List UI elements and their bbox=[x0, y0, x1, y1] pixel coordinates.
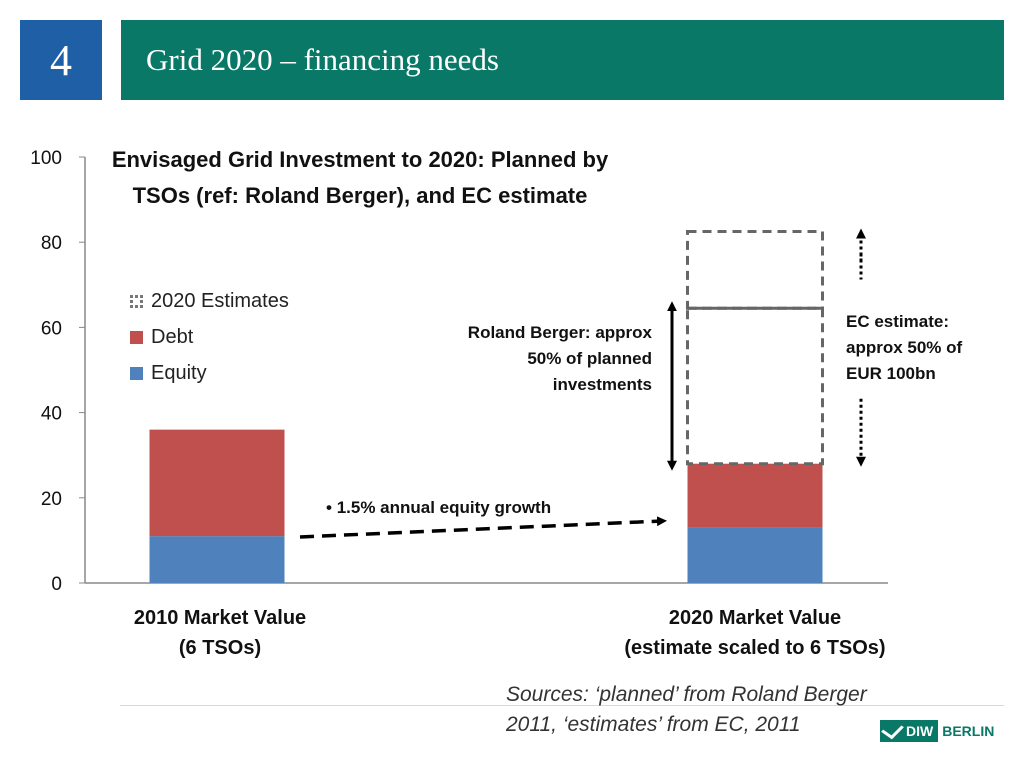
bullet-icon: • bbox=[326, 498, 337, 517]
category-label-2020: 2020 Market Value (estimate scaled to 6 … bbox=[590, 603, 920, 663]
legend-item-estimates: 2020 Estimates bbox=[130, 283, 289, 319]
annotation-growth-text: 1.5% annual equity growth bbox=[336, 498, 552, 517]
diw-berlin-logo: DIW BERLIN bbox=[880, 720, 994, 742]
slide-number: 4 bbox=[20, 20, 102, 100]
y-tick-label: 80 bbox=[41, 233, 62, 254]
chart-title: Envisaged Grid Investment to 2020: Plann… bbox=[111, 147, 609, 208]
legend-label-equity: Equity bbox=[151, 361, 207, 384]
annotation-ec-line1: EC estimate: bbox=[846, 312, 949, 331]
bar-estimate-segment bbox=[686, 230, 824, 310]
annotation-roland-berger-line1: Roland Berger: approx bbox=[467, 323, 652, 342]
footer-divider bbox=[120, 705, 1004, 706]
slide-title: Grid 2020 – financing needs bbox=[121, 20, 1004, 100]
annotation-ec-line3: EUR 100bn bbox=[846, 364, 936, 383]
diw-logo-mark: DIW bbox=[880, 720, 939, 742]
bar-debt-0 bbox=[149, 429, 285, 537]
equity-growth-arrow bbox=[299, 516, 667, 539]
legend-swatch-equity bbox=[130, 366, 143, 380]
annotation-growth: • 1.5% annual equity growth bbox=[326, 495, 606, 521]
legend: 2020 Estimates Debt Equity bbox=[130, 283, 289, 391]
sources-line2: 2011, ‘estimates’ from EC, 2011 bbox=[506, 713, 801, 736]
y-tick-label: 40 bbox=[41, 404, 62, 425]
legend-item-equity: Equity bbox=[130, 355, 289, 391]
category-label-2010: 2010 Market Value (6 TSOs) bbox=[90, 603, 350, 663]
category-label-2010-line2: (6 TSOs) bbox=[178, 637, 262, 659]
y-tick-label: 100 bbox=[30, 148, 62, 169]
annotation-ec-estimate: EC estimate: approx 50% of EUR 100bn bbox=[846, 309, 996, 387]
sources-note: Sources: ‘planned’ from Roland Berger 20… bbox=[506, 680, 966, 740]
y-tick-label: 60 bbox=[41, 318, 62, 339]
annotation-roland-berger: Roland Berger: approx 50% of planned inv… bbox=[430, 320, 652, 398]
y-tick-label: 0 bbox=[51, 574, 62, 595]
legend-swatch-estimates bbox=[130, 294, 143, 308]
bar-estimate-segment bbox=[686, 306, 824, 466]
category-label-2020-line2: (estimate scaled to 6 TSOs) bbox=[624, 637, 886, 659]
legend-item-debt: Debt bbox=[130, 319, 289, 355]
annotation-ec-line2: approx 50% of bbox=[846, 338, 963, 357]
bar-equity-1 bbox=[687, 527, 823, 583]
legend-swatch-debt bbox=[130, 330, 143, 344]
diw-logo-text: BERLIN bbox=[942, 723, 995, 739]
bar-debt-1 bbox=[687, 463, 823, 528]
sources-line1: Sources: ‘planned’ from Roland Berger bbox=[506, 683, 867, 706]
annotation-roland-berger-line2: 50% of planned bbox=[527, 349, 652, 368]
legend-label-debt: Debt bbox=[151, 325, 194, 348]
category-label-2020-line1: 2020 Market Value bbox=[668, 607, 842, 629]
category-label-2010-line1: 2010 Market Value bbox=[133, 607, 307, 629]
annotation-roland-berger-line3: investments bbox=[552, 375, 652, 394]
y-tick-label: 20 bbox=[41, 489, 62, 510]
legend-label-estimates: 2020 Estimates bbox=[151, 289, 289, 312]
bar-equity-0 bbox=[149, 536, 285, 583]
